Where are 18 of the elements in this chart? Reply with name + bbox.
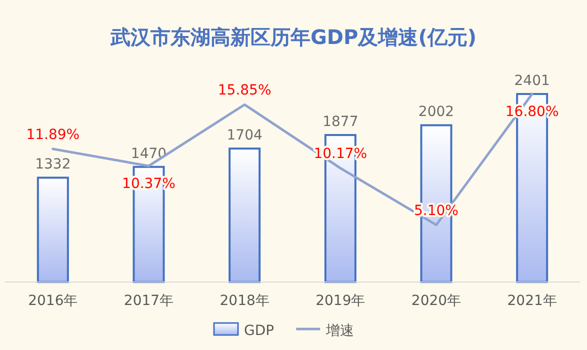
- x-tick-label: 2020年: [411, 293, 462, 309]
- bar: [36, 176, 69, 283]
- data-label: 11.89%: [26, 126, 80, 143]
- bar: [228, 148, 261, 283]
- data-label: 1877: [322, 114, 358, 130]
- data-label: 15.85%: [218, 82, 272, 99]
- chart-title: 武汉市东湖高新区历年GDP及增速(亿元): [110, 25, 476, 49]
- x-tick-label: 2018年: [220, 293, 270, 309]
- data-label: 1332: [35, 156, 71, 173]
- x-tick-label: 2019年: [316, 293, 366, 309]
- data-label: 1704: [226, 128, 262, 144]
- data-label: 2401: [514, 73, 550, 89]
- x-tick-label: 2016年: [28, 293, 78, 309]
- data-label: 2002: [418, 104, 454, 120]
- legend-label: 增速: [325, 323, 354, 339]
- x-tick-label: 2021年: [507, 293, 557, 309]
- x-tick-label: 2017年: [124, 293, 174, 309]
- legend-label: GDP: [244, 323, 274, 339]
